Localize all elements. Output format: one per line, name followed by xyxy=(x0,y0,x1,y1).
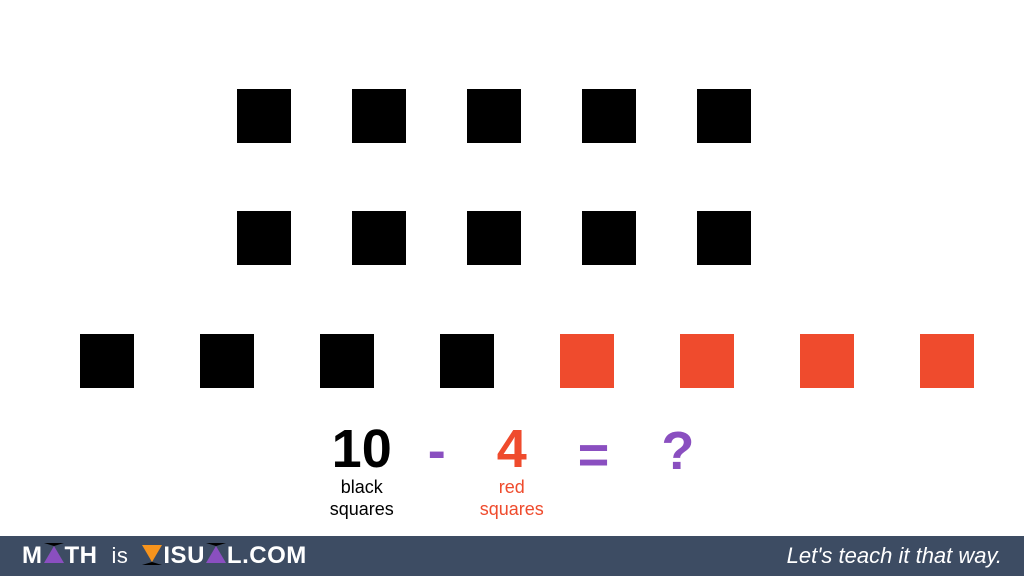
term1-value: 10 xyxy=(332,422,392,476)
red-square xyxy=(680,334,734,388)
triangle-small-icon xyxy=(206,543,226,563)
black-square xyxy=(200,334,254,388)
term1-sub2: squares xyxy=(330,500,394,520)
brand-isu: ISU xyxy=(163,542,205,570)
term2-sub1: red xyxy=(499,478,525,498)
term-10: 10 black squares xyxy=(330,422,394,520)
triangle-down-icon xyxy=(142,545,162,565)
black-square xyxy=(582,211,636,265)
black-square xyxy=(467,89,521,143)
black-square xyxy=(582,89,636,143)
tagline-text: Let's teach it that way. xyxy=(787,543,1002,569)
black-square xyxy=(697,211,751,265)
black-square xyxy=(352,211,406,265)
equals-operator: = xyxy=(578,428,610,482)
black-square xyxy=(440,334,494,388)
brand-l: L xyxy=(227,542,242,570)
black-square xyxy=(467,211,521,265)
equation: 10 black squares - 4 red squares = ? xyxy=(0,422,1024,520)
minus-operator: - xyxy=(428,424,446,478)
brand-th: TH xyxy=(65,542,98,570)
brand-logo: M TH is ISU L .COM xyxy=(22,542,307,570)
footer-bar: M TH is ISU L .COM Let's teach it that w… xyxy=(0,536,1024,576)
black-square xyxy=(237,89,291,143)
black-square xyxy=(352,89,406,143)
term-4: 4 red squares xyxy=(480,422,544,520)
brand-is: is xyxy=(112,543,129,569)
term2-sub2: squares xyxy=(480,500,544,520)
black-square xyxy=(80,334,134,388)
canvas: 10 black squares - 4 red squares = ? M T… xyxy=(0,0,1024,576)
result-unknown: ? xyxy=(661,424,694,478)
brand-m: M xyxy=(22,542,43,570)
black-square xyxy=(320,334,374,388)
brand-dotcom: .COM xyxy=(242,542,307,570)
black-square xyxy=(237,211,291,265)
term1-sub1: black xyxy=(341,478,383,498)
red-square xyxy=(800,334,854,388)
red-square xyxy=(560,334,614,388)
triangle-up-icon xyxy=(44,543,64,563)
red-square xyxy=(920,334,974,388)
black-square xyxy=(697,89,751,143)
term2-value: 4 xyxy=(497,422,527,476)
